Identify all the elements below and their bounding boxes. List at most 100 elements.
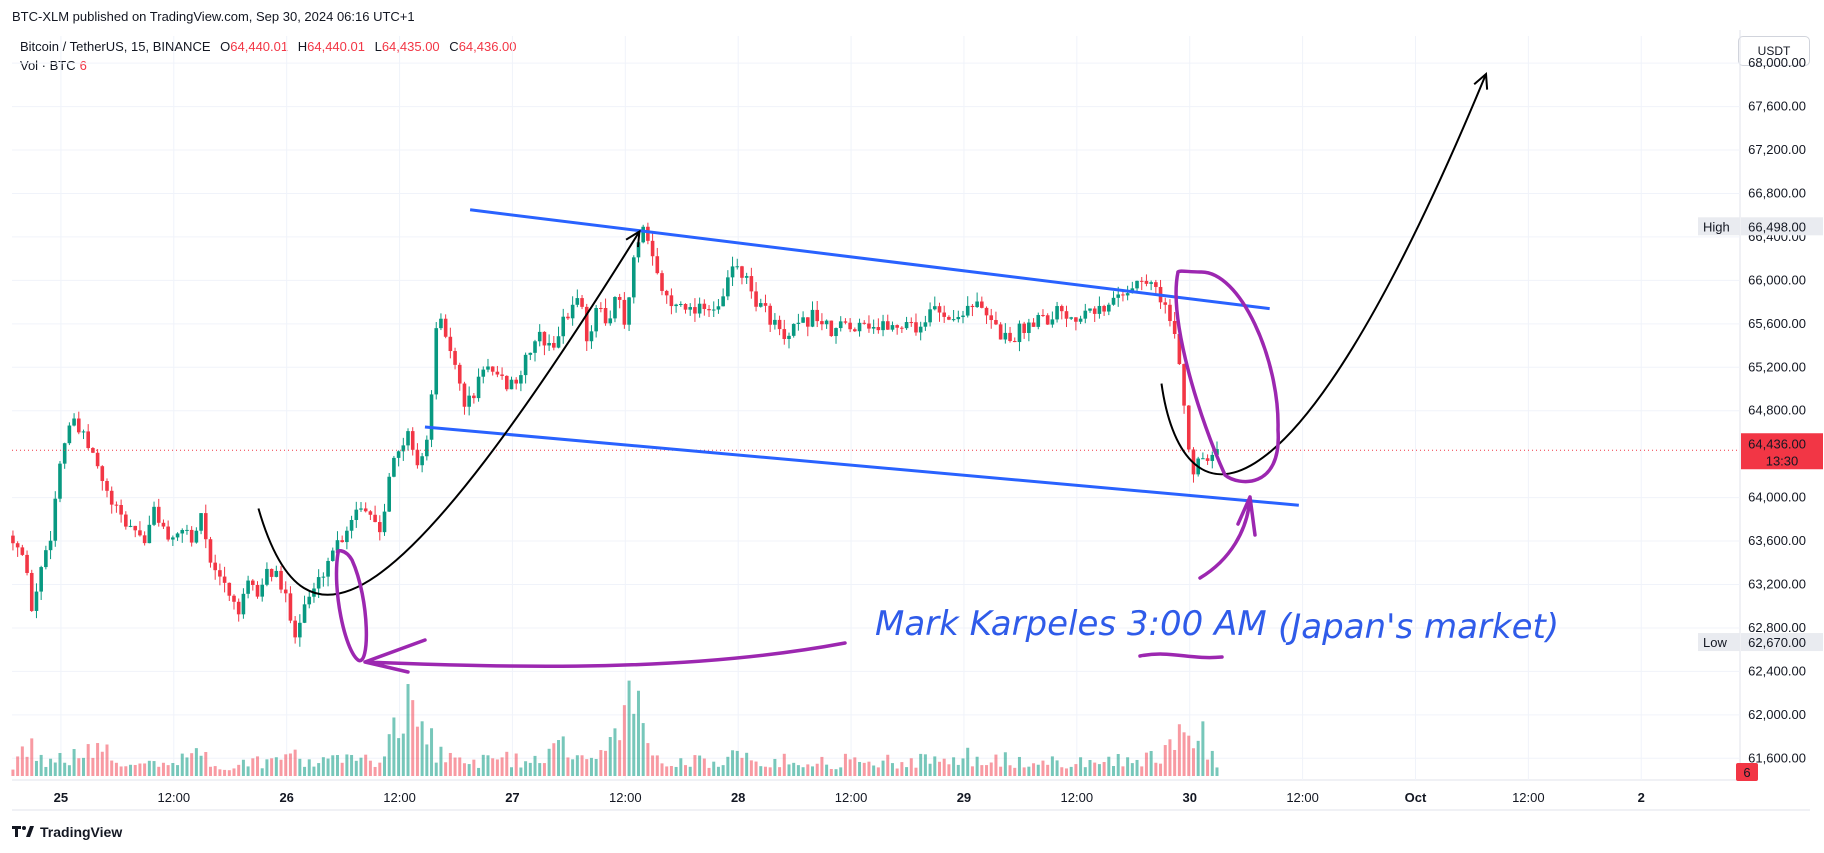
candle-body	[415, 449, 420, 466]
volume-bar	[321, 757, 325, 776]
currency-button[interactable]: USDT	[1738, 36, 1810, 66]
symbol-name[interactable]: Bitcoin / TetherUS, 15, BINANCE	[20, 39, 211, 54]
volume-bar	[914, 767, 918, 776]
volume-bar	[674, 766, 678, 776]
candle-body	[34, 591, 39, 611]
candle-body	[359, 508, 363, 510]
volume-bar	[1126, 757, 1130, 776]
volume-bar	[430, 728, 434, 776]
candle-body	[509, 379, 514, 390]
candle-body	[796, 322, 801, 324]
highlight-arrow-left	[363, 638, 847, 674]
volume-bar	[176, 765, 180, 776]
candle-body	[457, 364, 462, 384]
candle-body	[387, 476, 392, 512]
candle-body	[542, 331, 547, 346]
volume-bar	[30, 738, 34, 776]
high-price-label-bg	[1741, 217, 1823, 236]
volume-bar	[947, 764, 951, 776]
candle-body	[904, 322, 909, 329]
candle-body	[824, 320, 829, 325]
candle-body	[29, 572, 34, 611]
volume-bar	[129, 764, 133, 776]
volume-bar	[980, 765, 984, 776]
candle-body	[39, 567, 43, 592]
time-underline	[1138, 652, 1224, 660]
candle-body	[467, 395, 471, 407]
candle-body	[1012, 340, 1017, 343]
candle-body	[853, 329, 857, 332]
candle-body	[373, 514, 377, 523]
candle-body	[862, 322, 867, 324]
annotation-paren-text: (Japan's market)	[1278, 607, 1559, 647]
candle-body	[537, 331, 542, 342]
volume-bar	[392, 717, 396, 776]
candle-body	[439, 318, 443, 329]
candle-body	[749, 276, 754, 292]
candle-body	[1163, 302, 1168, 305]
candle-body	[603, 308, 608, 324]
high-price-label: 66,498.00	[1741, 217, 1823, 236]
channel-upper-line	[469, 208, 1270, 311]
volume-bar	[726, 756, 730, 776]
candle-body	[711, 309, 716, 311]
candle-body	[1022, 323, 1026, 333]
volume-bar	[420, 721, 424, 776]
candle-body	[900, 327, 904, 329]
volume-bar	[1215, 767, 1219, 776]
candle-body	[269, 568, 274, 577]
candle-body	[316, 577, 321, 589]
volume-bar	[199, 755, 203, 776]
candle-body	[702, 303, 707, 310]
candle-body	[707, 309, 711, 311]
volume-label[interactable]: Vol · BTC	[20, 58, 76, 73]
candle-body	[683, 303, 688, 310]
candle-body	[655, 256, 660, 274]
candle-body	[881, 321, 885, 331]
volume-bar	[1041, 760, 1045, 776]
volume-bar	[782, 753, 786, 776]
time-tick-label: 12:00	[609, 790, 642, 805]
candle-body	[1003, 332, 1008, 340]
volume-bar	[599, 750, 603, 776]
candle-body	[53, 498, 58, 541]
candle-body	[942, 312, 946, 317]
candle-body	[11, 535, 15, 544]
volume-bar	[63, 762, 67, 776]
candle-body	[777, 319, 782, 330]
volume-bar	[975, 756, 979, 776]
volume-bar	[218, 769, 222, 776]
candle-body	[787, 335, 791, 339]
candle-body	[721, 296, 725, 307]
volume-bar	[335, 755, 339, 776]
volume-bar	[618, 740, 622, 776]
volume-bar	[279, 759, 283, 776]
volume-bar	[368, 760, 372, 776]
candle-body	[274, 570, 279, 577]
candle-body	[1177, 334, 1182, 365]
close-value: 64,436.00	[458, 39, 517, 54]
candle-body	[843, 321, 848, 323]
volume-bar	[359, 757, 363, 776]
volume-bar	[1022, 767, 1026, 776]
volume-bar	[213, 766, 217, 776]
candle-body	[236, 601, 241, 615]
tradingview-footer[interactable]: TradingView	[12, 824, 122, 840]
candle-body	[763, 303, 768, 306]
candle-body	[15, 543, 20, 548]
last-price-label-value: 64,436.00	[1748, 436, 1806, 451]
candle-body	[928, 309, 932, 323]
volume-legend: Vol · BTC 6	[20, 58, 87, 73]
volume-bar	[665, 766, 669, 776]
candle-body	[758, 303, 763, 307]
volume-bar	[608, 737, 612, 776]
volume-bar	[1050, 756, 1054, 776]
candle-body	[994, 320, 998, 325]
candle-body	[1055, 306, 1059, 320]
volume-bar	[138, 763, 142, 776]
volume-bar	[622, 705, 626, 776]
candle-body	[627, 297, 631, 325]
volume-bar	[91, 757, 95, 776]
candle-body	[20, 547, 25, 555]
